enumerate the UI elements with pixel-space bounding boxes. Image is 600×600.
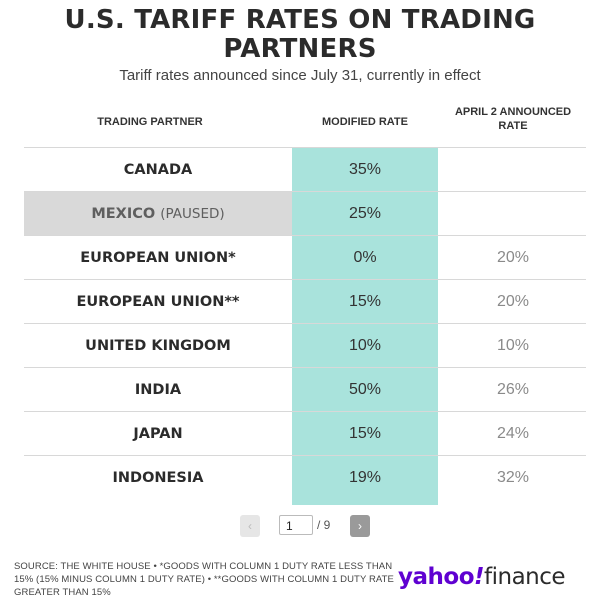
partner-cell: CANADA — [24, 148, 292, 192]
paused-row-highlight — [24, 192, 292, 236]
partner-name: CANADA — [123, 162, 193, 178]
partner-cell: INDIA — [24, 368, 292, 412]
partner-name: MEXICO — [91, 206, 156, 222]
modified-rate-column-highlight — [292, 147, 438, 505]
header-april-rate-line-2: RATE — [498, 120, 528, 132]
partner-cell: INDONESIA — [24, 456, 292, 500]
next-page-button[interactable]: › — [350, 515, 370, 537]
logo-bang: ! — [474, 564, 485, 590]
title-line-2: PARTNERS — [223, 34, 377, 64]
april-rate-cell: 20% — [496, 249, 530, 266]
header-april-rate: APRIL 2 ANNOUNCED RATE — [440, 105, 586, 133]
april-rate-cell: 24% — [496, 425, 530, 442]
partner-cell: EUROPEAN UNION** — [24, 280, 292, 324]
partner-name: JAPAN — [133, 426, 183, 442]
page-number-input[interactable]: 1 — [279, 515, 313, 535]
header-modified-rate: MODIFIED RATE — [322, 116, 408, 128]
source-note: SOURCE: THE WHITE HOUSE • *GOODS WITH CO… — [14, 561, 394, 598]
april-rate-cell — [440, 192, 586, 236]
page-total: / 9 — [317, 518, 331, 532]
partner-note: (PAUSED) — [160, 206, 225, 222]
partner-cell: EUROPEAN UNION* — [24, 236, 292, 280]
april-rate-cell: 26% — [496, 381, 530, 398]
modified-rate-cell: 19% — [348, 469, 382, 486]
partner-cell: MEXICO (PAUSED) — [24, 192, 292, 236]
pagination: ‹ 1 / 9 › — [0, 515, 600, 539]
partner-name: INDONESIA — [112, 470, 204, 486]
modified-rate-cell: 25% — [348, 205, 382, 222]
table-row: EUROPEAN UNION* 0% 20% — [24, 235, 586, 279]
table-row: CANADA 35% — [24, 147, 586, 191]
april-rate-cell — [440, 148, 586, 192]
chart-subtitle: Tariff rates announced since July 31, cu… — [119, 67, 481, 84]
logo-yahoo: yahoo — [398, 564, 475, 590]
tariff-table: CANADA 35% MEXICO (PAUSED) 25% EUROPEAN UNIO… — [24, 147, 586, 499]
yahoo-finance-logo: yahoo!finance — [398, 562, 566, 592]
header-trading-partner: TRADING PARTNER — [97, 116, 203, 128]
april-rate-cell: 10% — [496, 337, 530, 354]
modified-rate-cell: 15% — [348, 425, 382, 442]
april-rate-cell: 32% — [496, 469, 530, 486]
table-row: EUROPEAN UNION** 15% 20% — [24, 279, 586, 323]
partner-name: EUROPEAN UNION* — [80, 250, 236, 266]
partner-cell: UNITED KINGDOM — [24, 324, 292, 368]
table-row: JAPAN 15% 24% — [24, 411, 586, 455]
partner-name: INDIA — [134, 382, 182, 398]
partner-name: UNITED KINGDOM — [85, 338, 231, 354]
modified-rate-cell: 10% — [348, 337, 382, 354]
modified-rate-cell: 15% — [348, 293, 382, 310]
table-row: MEXICO (PAUSED) 25% — [24, 191, 586, 235]
modified-rate-cell: 35% — [348, 161, 382, 178]
partner-cell: JAPAN — [24, 412, 292, 456]
modified-rate-cell: 0% — [353, 249, 377, 266]
header-april-rate-line-1: APRIL 2 ANNOUNCED — [454, 106, 572, 118]
title-line-1: U.S. TARIFF RATES ON TRADING — [64, 5, 536, 35]
chart-title: U.S. TARIFF RATES ON TRADING PARTNERS — [0, 6, 600, 64]
table-row: UNITED KINGDOM 10% 10% — [24, 323, 586, 367]
table-row: INDONESIA 19% 32% — [24, 455, 586, 499]
table-row: INDIA 50% 26% — [24, 367, 586, 411]
modified-rate-cell: 50% — [348, 381, 382, 398]
partner-name: EUROPEAN UNION** — [76, 294, 240, 310]
previous-page-button[interactable]: ‹ — [240, 515, 260, 537]
logo-finance: finance — [484, 564, 566, 590]
april-rate-cell: 20% — [496, 293, 530, 310]
